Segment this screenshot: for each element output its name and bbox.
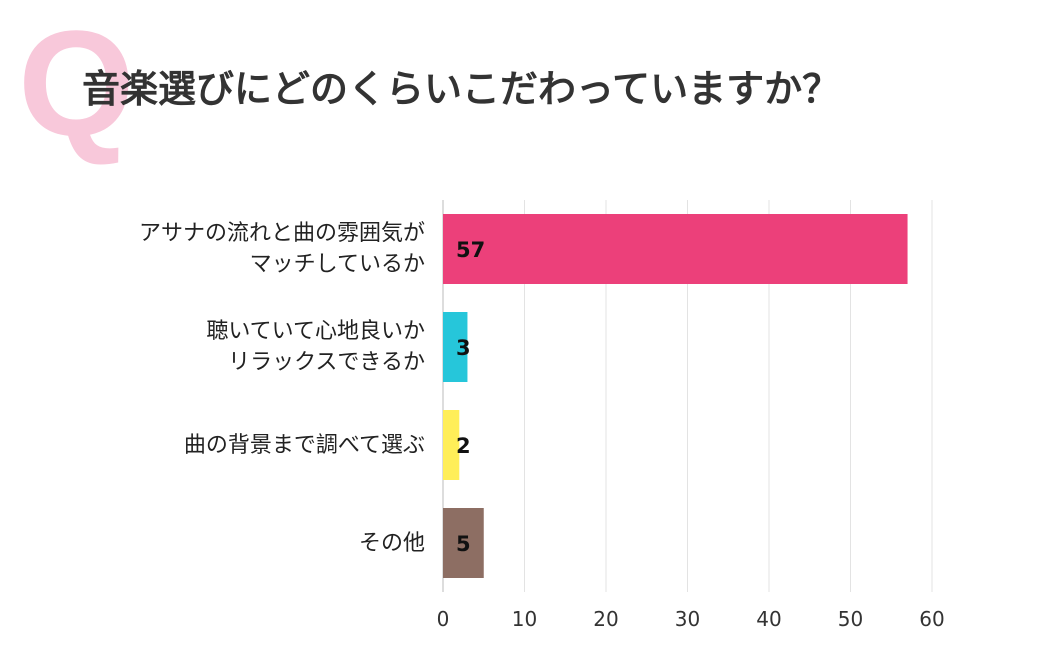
x-tick-label: 50 — [838, 607, 863, 631]
x-tick-label: 20 — [593, 607, 618, 631]
bar — [443, 410, 460, 480]
x-tick-label: 30 — [675, 607, 700, 631]
value-label: 3 — [456, 336, 471, 360]
bar — [443, 508, 484, 578]
category-label: その他 — [358, 530, 425, 556]
badge: Q — [18, 0, 135, 167]
x-tick-label: 60 — [919, 607, 944, 631]
value-label: 5 — [456, 532, 471, 556]
chart-title: 音楽選びにどのくらいこだわっていますか？ — [82, 67, 840, 111]
value-label: 2 — [456, 434, 471, 458]
x-tick-label: 10 — [512, 607, 537, 631]
x-tick-label: 0 — [437, 607, 450, 631]
category-label: 聴いていて心地良いか リラックスできるか — [206, 319, 425, 375]
category-label: 曲の背景まで調べて選ぶ — [183, 432, 425, 458]
bar — [443, 312, 468, 382]
bar — [443, 214, 908, 284]
value-label: 57 — [456, 238, 485, 262]
category-label: アサナの流れと曲の雰囲気が マッチしているか — [138, 221, 425, 277]
x-tick-label: 40 — [756, 607, 781, 631]
